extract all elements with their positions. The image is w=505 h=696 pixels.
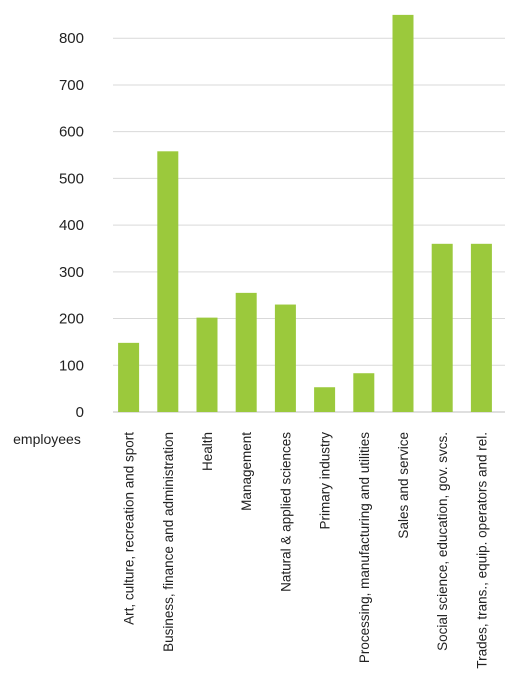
x-category-label: Primary industry: [318, 432, 333, 530]
y-tick-label: 600: [59, 124, 84, 141]
y-axis-label: employees: [13, 431, 81, 447]
y-axis-tick-labels: 0 100 200 300 400 500 600 700 800: [59, 30, 84, 421]
y-tick-label: 0: [76, 404, 84, 421]
bar: [392, 14, 414, 412]
grid-lines: [113, 37, 505, 413]
x-category-label: Sales and service: [396, 432, 411, 539]
bar: [431, 243, 453, 412]
x-category-label: Trades, trans., equip. operators and rel…: [474, 432, 489, 669]
y-tick-label: 200: [59, 311, 84, 328]
x-category-label: Health: [200, 432, 215, 471]
bar: [118, 342, 140, 412]
bar: [470, 243, 492, 412]
x-category-label: Business, finance and administration: [161, 432, 176, 652]
bar: [235, 292, 257, 412]
bars: [118, 14, 492, 412]
y-tick-label: 400: [59, 217, 84, 234]
y-tick-label: 100: [59, 357, 84, 374]
bar: [196, 317, 218, 412]
x-category-label: Social science, education, gov. svcs.: [435, 432, 450, 651]
x-category-label: Management: [239, 432, 254, 511]
bar: [353, 373, 375, 412]
x-axis-category-labels: Art, culture, recreation and sport Busine…: [122, 432, 490, 669]
bar: [274, 304, 296, 412]
x-category-label: Natural & applied sciences: [278, 432, 293, 592]
y-tick-label: 800: [59, 30, 84, 47]
x-category-label: Art, culture, recreation and sport: [122, 432, 137, 625]
y-tick-label: 500: [59, 170, 84, 187]
bar: [314, 387, 336, 412]
y-tick-label: 700: [59, 77, 84, 94]
y-tick-label: 300: [59, 264, 84, 281]
x-category-label: Processing, manufacturing and utilities: [357, 432, 372, 663]
bar: [157, 151, 179, 412]
